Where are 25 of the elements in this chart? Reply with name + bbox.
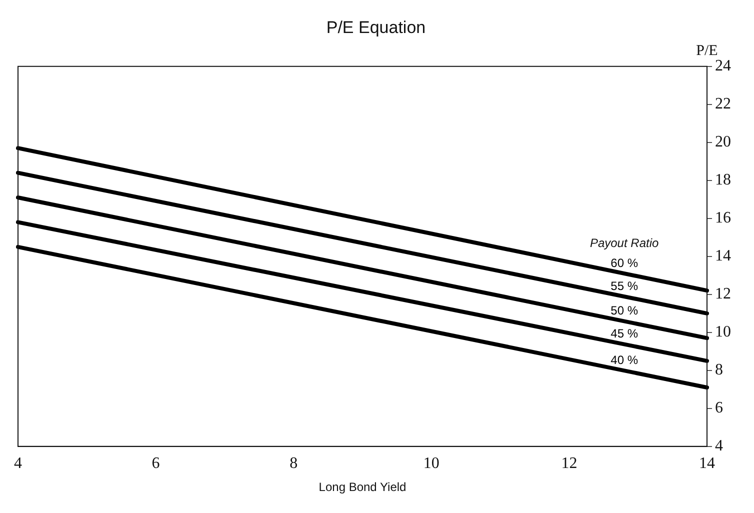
y-tick-label: 6: [715, 400, 723, 417]
y-tick-label: 12: [715, 286, 731, 303]
y-tick-label: 18: [715, 172, 731, 189]
y-tick-label: 14: [715, 248, 731, 265]
y-tick-label: 24: [715, 58, 731, 75]
y-tick-label: 8: [715, 362, 723, 379]
legend-title: Payout Ratio: [590, 236, 659, 250]
x-tick-label: 12: [561, 455, 578, 472]
y-tick-label: 10: [715, 324, 731, 341]
series-label: 40 %: [610, 352, 638, 367]
x-tick-label: 6: [152, 455, 160, 472]
series-label: 60 %: [610, 256, 638, 270]
series-label: 50 %: [610, 304, 638, 318]
x-tick-label: 10: [423, 455, 440, 472]
x-tick-label: 8: [290, 455, 298, 472]
x-tick-label: 4: [14, 455, 22, 472]
x-axis-title: Long Bond Yield: [318, 480, 406, 494]
y-tick-label: 20: [715, 134, 731, 151]
y-axis-title: P/E: [696, 42, 718, 59]
y-tick-label: 22: [715, 96, 731, 113]
series-label: 45 %: [610, 326, 638, 341]
y-tick-label: 16: [715, 210, 731, 227]
series-label: 55 %: [610, 278, 638, 293]
chart-title: P/E Equation: [326, 18, 426, 37]
y-tick-label: 4: [715, 438, 723, 455]
